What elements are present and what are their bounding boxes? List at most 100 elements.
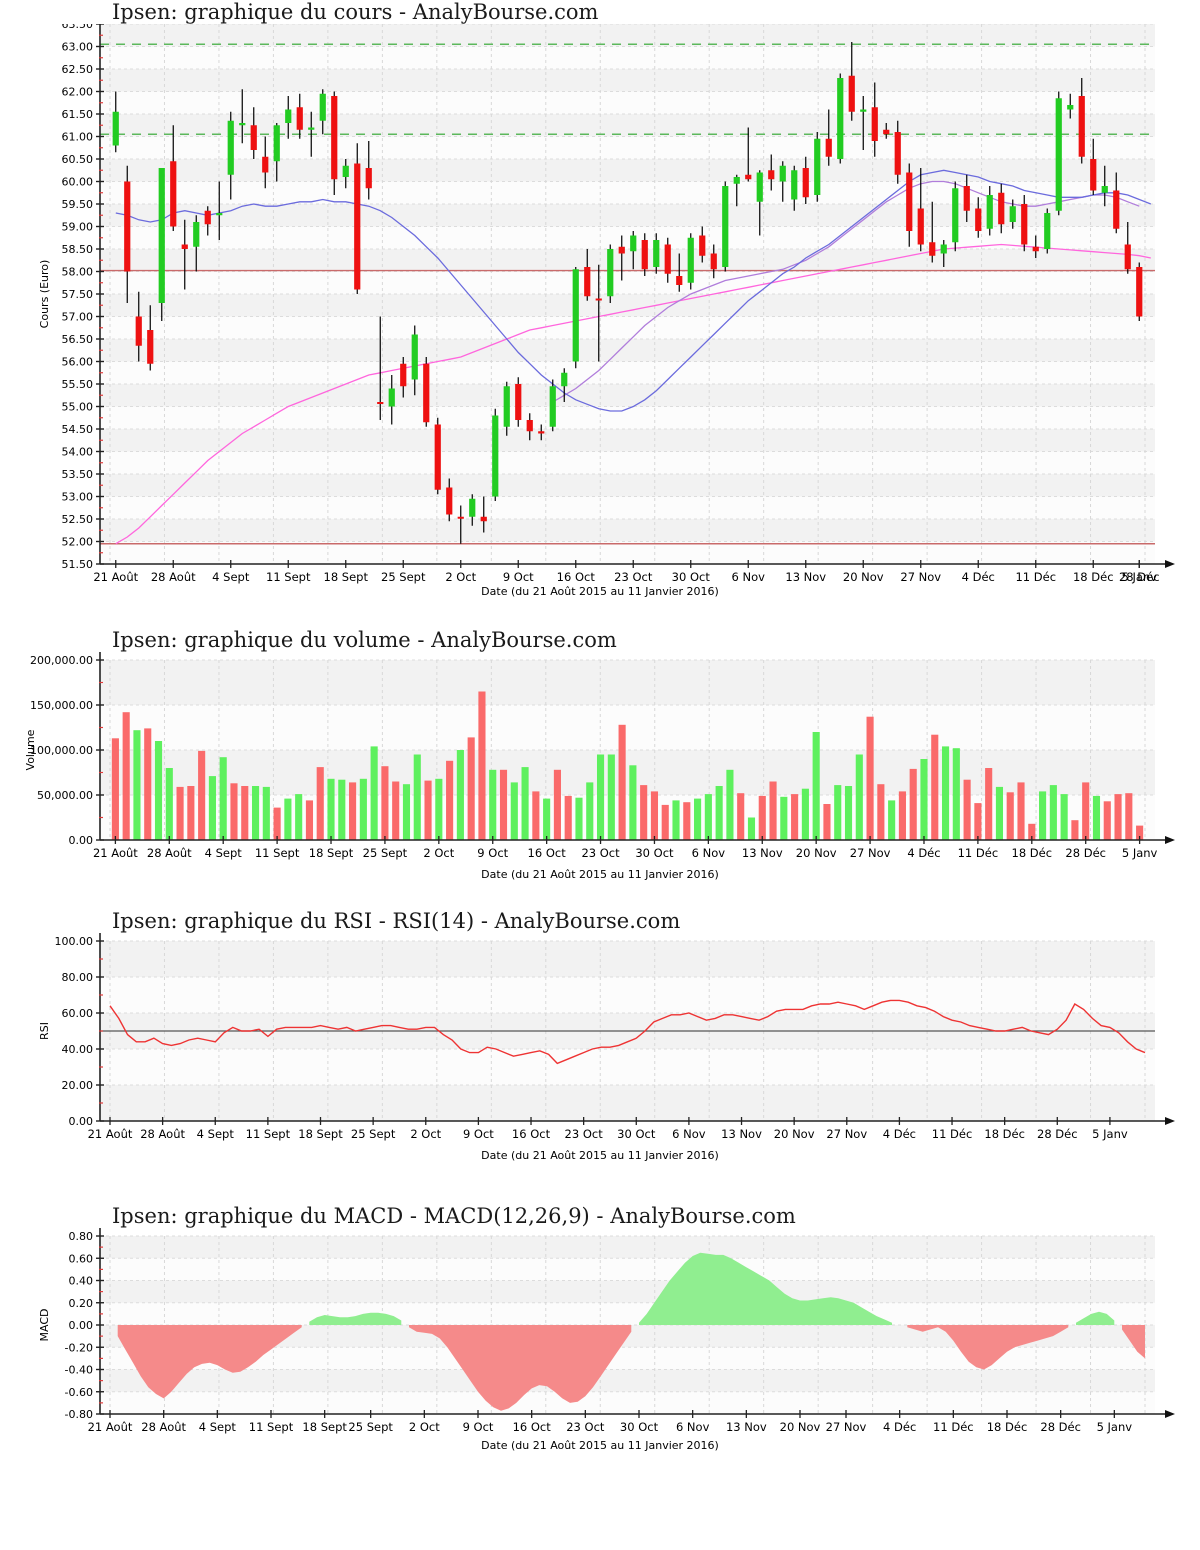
svg-text:25 Sept: 25 Sept [381, 570, 426, 584]
svg-text:21 Août: 21 Août [88, 1420, 133, 1434]
svg-text:4 Déc: 4 Déc [883, 1420, 916, 1434]
volume-chart-title: Ipsen: graphique du volume - AnalyBourse… [112, 628, 617, 652]
y-axis-label: Cours (Euro) [38, 260, 51, 329]
svg-text:18 Sept: 18 Sept [309, 846, 354, 860]
svg-text:4 Déc: 4 Déc [883, 1127, 916, 1141]
svg-text:55.50: 55.50 [62, 378, 94, 391]
svg-text:6 Nov: 6 Nov [672, 1127, 706, 1141]
svg-text:28 Août: 28 Août [151, 570, 196, 584]
svg-text:11 Déc: 11 Déc [933, 1420, 974, 1434]
svg-text:100.00: 100.00 [55, 935, 94, 948]
svg-text:18 Déc: 18 Déc [984, 1127, 1025, 1141]
macd-x-caption: Date (du 21 Août 2015 au 11 Janvier 2016… [481, 1439, 719, 1452]
volume-chart-svg: 200,000.00 150,000.00 100,000.00 50,000.00 0… [24, 652, 1175, 860]
svg-text:23 Oct: 23 Oct [614, 570, 653, 584]
svg-text:4 Déc: 4 Déc [907, 846, 940, 860]
svg-text:0.40: 0.40 [69, 1275, 94, 1288]
svg-text:63.50: 63.50 [62, 24, 94, 31]
svg-text:13 Nov: 13 Nov [721, 1127, 762, 1141]
rsi-plot-area: 100.00 80.00 60.00 40.00 20.00 0.00 21 Août 28 … [0, 933, 1200, 1148]
svg-text:11 Sept: 11 Sept [255, 846, 300, 860]
price-chart-svg: 63.50 63.00 62.50 62.00 61.50 61.00 60.50 60.00… [38, 24, 1175, 584]
svg-text:61.00: 61.00 [62, 131, 94, 144]
svg-text:5 Janv: 5 Janv [1097, 1420, 1133, 1434]
svg-text:58.50: 58.50 [62, 243, 94, 256]
svg-text:0.80: 0.80 [69, 1230, 94, 1243]
svg-text:0.60: 0.60 [69, 1252, 94, 1265]
svg-text:4 Déc: 4 Déc [962, 570, 995, 584]
macd-chart-svg: 0.80 0.60 0.40 0.20 0.00 -0.20 -0.40 -0.60 -0.80… [38, 1228, 1175, 1434]
svg-text:28 Août: 28 Août [147, 846, 192, 860]
svg-text:20 Nov: 20 Nov [780, 1420, 821, 1434]
svg-text:6 Nov: 6 Nov [732, 570, 766, 584]
volume-x-caption: Date (du 21 Août 2015 au 11 Janvier 2016… [481, 868, 719, 881]
svg-text:25 Sept: 25 Sept [363, 846, 408, 860]
svg-text:13 Nov: 13 Nov [742, 846, 783, 860]
svg-text:30 Oct: 30 Oct [635, 846, 674, 860]
svg-text:150,000.00: 150,000.00 [30, 699, 93, 712]
svg-text:100,000.00: 100,000.00 [30, 744, 93, 757]
svg-text:54.00: 54.00 [62, 446, 94, 459]
svg-text:28 Déc: 28 Déc [1037, 1127, 1078, 1141]
svg-text:52.50: 52.50 [62, 513, 94, 526]
macd-chart-block: Ipsen: graphique du MACD - MACD(12,26,9)… [0, 1204, 1200, 1452]
svg-text:11 Sept: 11 Sept [249, 1420, 294, 1434]
svg-text:23 Oct: 23 Oct [581, 846, 620, 860]
svg-text:28 Déc: 28 Déc [1040, 1420, 1081, 1434]
svg-text:6 Nov: 6 Nov [676, 1420, 710, 1434]
svg-text:0.00: 0.00 [69, 1319, 94, 1332]
svg-text:60.00: 60.00 [62, 1007, 94, 1020]
svg-text:9 Oct: 9 Oct [477, 846, 508, 860]
macd-plot-area: 0.80 0.60 0.40 0.20 0.00 -0.20 -0.40 -0.60 -0.80… [0, 1228, 1200, 1438]
svg-text:-0.20: -0.20 [65, 1341, 93, 1354]
svg-text:20.00: 20.00 [62, 1079, 94, 1092]
y-axis-label: RSI [38, 1022, 51, 1040]
svg-text:53.00: 53.00 [62, 491, 94, 504]
svg-text:21 Août: 21 Août [93, 570, 138, 584]
svg-text:6 Nov: 6 Nov [692, 846, 726, 860]
svg-text:4 Sept: 4 Sept [199, 1420, 237, 1434]
svg-text:18 Déc: 18 Déc [1012, 846, 1053, 860]
svg-text:18 Déc: 18 Déc [987, 1420, 1028, 1434]
svg-text:25 Sept: 25 Sept [351, 1127, 396, 1141]
svg-text:62.00: 62.00 [62, 86, 94, 99]
svg-text:11 Déc: 11 Déc [1015, 570, 1056, 584]
svg-text:28 Août: 28 Août [140, 1127, 185, 1141]
svg-text:28 Déc: 28 Déc [1065, 846, 1106, 860]
svg-text:27 Nov: 27 Nov [826, 1127, 867, 1141]
svg-text:54.50: 54.50 [62, 423, 94, 436]
svg-text:20 Nov: 20 Nov [843, 570, 884, 584]
svg-text:50,000.00: 50,000.00 [37, 789, 93, 802]
svg-text:9 Oct: 9 Oct [463, 1420, 494, 1434]
macd-chart-title: Ipsen: graphique du MACD - MACD(12,26,9)… [112, 1204, 796, 1228]
svg-text:28 Déc: 28 Déc [1119, 570, 1160, 584]
svg-text:57.50: 57.50 [62, 288, 94, 301]
price-chart-title: Ipsen: graphique du cours - AnalyBourse.… [112, 0, 599, 24]
svg-text:23 Oct: 23 Oct [566, 1420, 605, 1434]
svg-text:11 Déc: 11 Déc [932, 1127, 973, 1141]
svg-text:200,000.00: 200,000.00 [30, 654, 93, 667]
price-plot-area: 63.50 63.00 62.50 62.00 61.50 61.00 60.50 60.00… [0, 24, 1200, 584]
svg-text:16 Oct: 16 Oct [513, 1420, 552, 1434]
svg-text:30 Oct: 30 Oct [617, 1127, 656, 1141]
svg-text:11 Déc: 11 Déc [958, 846, 999, 860]
svg-text:2 Oct: 2 Oct [445, 570, 476, 584]
svg-text:27 Nov: 27 Nov [900, 570, 941, 584]
svg-text:16 Oct: 16 Oct [528, 846, 567, 860]
svg-text:4 Sept: 4 Sept [197, 1127, 235, 1141]
svg-text:18 Sept: 18 Sept [324, 570, 369, 584]
svg-text:11 Sept: 11 Sept [266, 570, 311, 584]
svg-text:20 Nov: 20 Nov [774, 1127, 815, 1141]
svg-text:63.00: 63.00 [62, 41, 94, 54]
svg-text:59.00: 59.00 [62, 221, 94, 234]
svg-text:4 Sept: 4 Sept [205, 846, 243, 860]
svg-text:25 Sept: 25 Sept [348, 1420, 393, 1434]
svg-text:9 Oct: 9 Oct [503, 570, 534, 584]
svg-text:18 Déc: 18 Déc [1073, 570, 1114, 584]
svg-text:59.50: 59.50 [62, 198, 94, 211]
svg-text:61.50: 61.50 [62, 108, 94, 121]
rsi-chart-title: Ipsen: graphique du RSI - RSI(14) - Anal… [112, 909, 681, 933]
svg-text:0.00: 0.00 [69, 1115, 94, 1128]
svg-text:18 Sept: 18 Sept [298, 1127, 343, 1141]
